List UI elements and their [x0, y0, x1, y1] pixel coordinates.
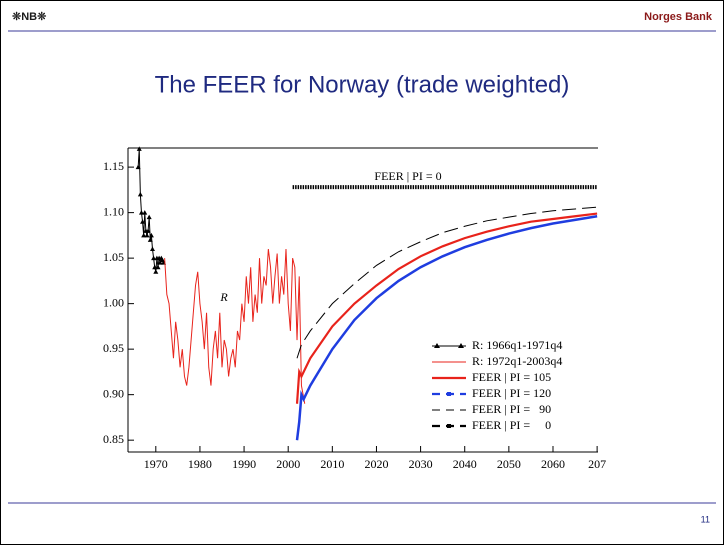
- y-tick-label: 0.95: [103, 341, 124, 355]
- series-marker: [152, 264, 158, 270]
- y-tick-label: 0.90: [103, 386, 124, 400]
- brand: Norges Bank: [644, 11, 713, 23]
- legend-marker: [447, 392, 451, 396]
- x-tick-label: 1980: [188, 457, 212, 471]
- series-marker: [155, 264, 161, 270]
- series-marker: [148, 232, 154, 238]
- legend-label: FEER | PI = 120: [472, 386, 551, 400]
- legend-marker: [434, 343, 440, 348]
- legend-label: R: 1972q1-2003q4: [472, 354, 562, 368]
- series-line: [295, 212, 598, 404]
- series-marker: [141, 232, 147, 238]
- series-marker: [137, 191, 143, 197]
- series-marker: [136, 146, 142, 151]
- series-marker: [151, 255, 157, 261]
- series-marker: [157, 260, 163, 265]
- legend-marker: [447, 424, 451, 428]
- legend-label: FEER | PI = 90: [472, 402, 551, 416]
- y-tick-label: 1.00: [103, 295, 124, 309]
- y-tick-label: 1.05: [103, 250, 124, 264]
- series-line: [295, 215, 598, 441]
- x-tick-label: 2000: [276, 457, 300, 471]
- x-tick-label: 2060: [541, 457, 565, 471]
- legend-label: FEER | PI = 0: [472, 418, 551, 432]
- series-marker: [140, 219, 146, 224]
- y-tick-label: 1.15: [103, 159, 124, 173]
- annotation: FEER | PI = 0: [374, 169, 441, 183]
- slide-title: The FEER for Norway (trade weighted): [155, 71, 570, 98]
- x-tick-label: 2010: [320, 457, 344, 471]
- page-number: 11: [701, 514, 710, 524]
- series-marker: [138, 210, 144, 215]
- x-tick-label: 1970: [144, 457, 168, 471]
- series-marker: [146, 214, 152, 220]
- series-marker: [153, 269, 159, 274]
- chart: 0.85 0.90 0.95 1.00 1.05 1.10 1.15 1970 1980 1990…: [103, 146, 606, 471]
- y-tick-label: 0.85: [103, 432, 124, 446]
- series-marker: [144, 232, 150, 238]
- annotation: R: [219, 290, 228, 304]
- x-tick-label: 2040: [453, 457, 477, 471]
- logo: ❊NB❊: [12, 11, 46, 23]
- x-tick-label: 2020: [364, 457, 388, 471]
- x-tick-label: 207: [588, 457, 606, 471]
- x-tick-label: 2050: [497, 457, 521, 471]
- x-tick-label: 1990: [232, 457, 256, 471]
- series-marker: [149, 246, 155, 252]
- x-tick-label: 2030: [409, 457, 433, 471]
- series-line: [296, 206, 598, 359]
- series-marker: [145, 228, 151, 233]
- series-marker: [135, 164, 141, 170]
- legend-marker: [458, 343, 464, 348]
- series-line: [164, 248, 306, 404]
- series-marker: [142, 210, 148, 215]
- legend-label: FEER | PI = 105: [472, 370, 551, 384]
- series-marker: [147, 237, 153, 242]
- legend-label: R: 1966q1-1971q4: [472, 338, 562, 352]
- y-tick-label: 1.10: [103, 204, 124, 218]
